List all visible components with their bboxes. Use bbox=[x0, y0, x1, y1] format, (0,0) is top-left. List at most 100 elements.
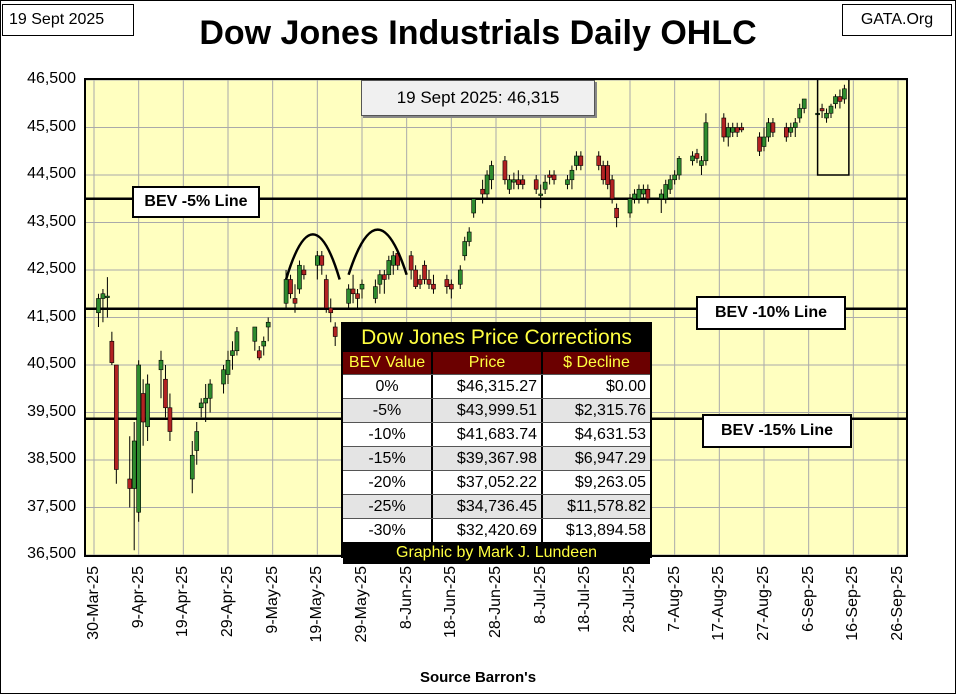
candle-body bbox=[426, 279, 432, 285]
candle-body bbox=[234, 331, 240, 352]
x-axis-title: Source Barron's bbox=[419, 669, 537, 686]
candle-body bbox=[377, 274, 383, 285]
candle-body bbox=[578, 155, 584, 166]
candle-body bbox=[833, 96, 838, 105]
candle-body bbox=[131, 440, 137, 489]
candlestick-chart bbox=[86, 80, 906, 555]
candle-body bbox=[189, 454, 195, 480]
candle-body bbox=[319, 255, 325, 266]
chart-title: Dow Jones Industrials Daily OHLC bbox=[199, 14, 757, 52]
cell-decline: $0.00 bbox=[605, 378, 646, 395]
plot-area bbox=[84, 78, 908, 557]
y-tick-label: 36,500 bbox=[27, 545, 76, 562]
candle-body bbox=[694, 153, 700, 159]
cell-bev: -15% bbox=[343, 447, 433, 470]
candle-body bbox=[158, 359, 164, 371]
y-tick-label: 45,500 bbox=[27, 117, 76, 135]
candle-body bbox=[824, 112, 829, 119]
candle-body bbox=[194, 431, 200, 451]
bev-15-label: BEV -15% Line bbox=[702, 414, 852, 448]
candle-body bbox=[632, 193, 637, 200]
candle-body bbox=[538, 193, 543, 196]
candle-body bbox=[511, 179, 517, 183]
candle-body bbox=[114, 364, 119, 470]
candle-body bbox=[770, 122, 776, 133]
candle-body bbox=[551, 174, 557, 181]
candle-body bbox=[221, 369, 226, 385]
candle-body bbox=[301, 269, 307, 276]
x-tick-label: 30-Mar-25 bbox=[85, 566, 102, 640]
table-header: BEV Value Price $ Decline bbox=[343, 352, 650, 374]
candle-body bbox=[792, 122, 798, 128]
x-tick-label: 9-May-25 bbox=[263, 566, 281, 634]
highlight-box bbox=[816, 80, 850, 176]
candle-body bbox=[105, 295, 110, 298]
candle-body bbox=[627, 198, 633, 214]
candle-body bbox=[596, 155, 602, 166]
head-shoulder-arc bbox=[347, 228, 408, 276]
candle-body bbox=[484, 174, 490, 195]
candle-body bbox=[721, 117, 727, 138]
table-row: -15% $39,367.98 $6,947.29 bbox=[343, 446, 650, 470]
candle-body bbox=[373, 286, 378, 299]
candle-body bbox=[828, 105, 834, 114]
x-tick-label: 8-Jul-25 bbox=[531, 566, 549, 624]
cell-price: $43,999.51 bbox=[433, 399, 543, 422]
candle-body bbox=[297, 264, 302, 290]
candle-body bbox=[842, 88, 847, 100]
table-row: -5% $43,999.51 $2,315.76 bbox=[343, 398, 650, 422]
candle-body bbox=[283, 279, 289, 304]
candle-body bbox=[413, 269, 418, 287]
candle-body bbox=[609, 179, 615, 200]
y-tick-label: 38,500 bbox=[27, 450, 76, 467]
candle-body bbox=[355, 293, 360, 299]
candle-body bbox=[140, 393, 146, 423]
candle-body bbox=[323, 279, 329, 309]
cell-decline: $4,631.53 bbox=[574, 426, 646, 443]
candle-body bbox=[109, 340, 115, 363]
table-title: Dow Jones Price Corrections bbox=[343, 324, 650, 352]
candle-body bbox=[466, 231, 472, 242]
candle-body bbox=[574, 155, 579, 166]
source-label: GATA.Org bbox=[842, 4, 952, 36]
x-tick-label: 29-May-25 bbox=[353, 566, 370, 643]
candle-body bbox=[422, 264, 427, 280]
x-tick-label: 28-Jul-25 bbox=[621, 566, 638, 633]
y-tick-label: 40,500 bbox=[27, 355, 76, 372]
candle-body bbox=[390, 255, 396, 266]
candle-body bbox=[766, 122, 771, 138]
bev-10-label: BEV -10% Line bbox=[696, 296, 846, 330]
candle-body bbox=[672, 174, 677, 181]
candle-body bbox=[265, 321, 271, 328]
candle-body bbox=[252, 326, 258, 342]
table-row: -25% $34,736.45 $11,578.82 bbox=[343, 494, 650, 518]
candle-body bbox=[471, 198, 476, 214]
x-tick-label: 18-Jun-25 bbox=[442, 566, 460, 639]
x-tick-label: 16-Sep-25 bbox=[844, 566, 862, 641]
candle-body bbox=[350, 288, 356, 295]
cell-price: $34,736.45 bbox=[433, 495, 543, 518]
candle-body bbox=[614, 207, 619, 219]
table-row: 0% $46,315.27 $0.00 bbox=[343, 374, 650, 398]
candle-body bbox=[207, 383, 213, 399]
y-tick-label: 41,500 bbox=[27, 307, 76, 325]
candle-body bbox=[230, 350, 235, 356]
y-tick-label: 44,500 bbox=[27, 165, 76, 182]
candle-body bbox=[542, 181, 548, 190]
candle-body bbox=[382, 274, 387, 280]
x-tick-label: 27-Aug-25 bbox=[755, 566, 772, 641]
y-tick-label: 46,500 bbox=[27, 70, 76, 87]
candle-body bbox=[797, 108, 803, 119]
candle-body bbox=[837, 96, 843, 102]
candle-body bbox=[784, 127, 789, 138]
header-price: Price bbox=[433, 352, 543, 374]
candle-body bbox=[565, 179, 570, 185]
candle-body bbox=[203, 397, 208, 404]
y-tick-label: 37,500 bbox=[27, 497, 76, 515]
cell-decline: $13,894.58 bbox=[565, 522, 646, 539]
x-tick-label: 26-Sep-25 bbox=[889, 566, 906, 641]
candle-body bbox=[127, 478, 133, 489]
candle-body bbox=[605, 165, 610, 185]
header-decline: $ Decline bbox=[563, 354, 630, 371]
candle-body bbox=[658, 193, 664, 200]
